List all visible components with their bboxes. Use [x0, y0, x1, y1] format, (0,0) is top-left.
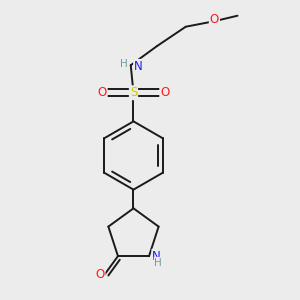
Text: O: O: [98, 86, 107, 99]
Text: H: H: [120, 58, 128, 69]
Text: N: N: [134, 60, 143, 73]
Text: S: S: [130, 86, 137, 99]
Text: O: O: [160, 86, 170, 99]
Text: O: O: [95, 268, 105, 281]
Text: N: N: [152, 250, 161, 262]
Text: O: O: [210, 13, 219, 26]
Text: H: H: [154, 258, 162, 268]
